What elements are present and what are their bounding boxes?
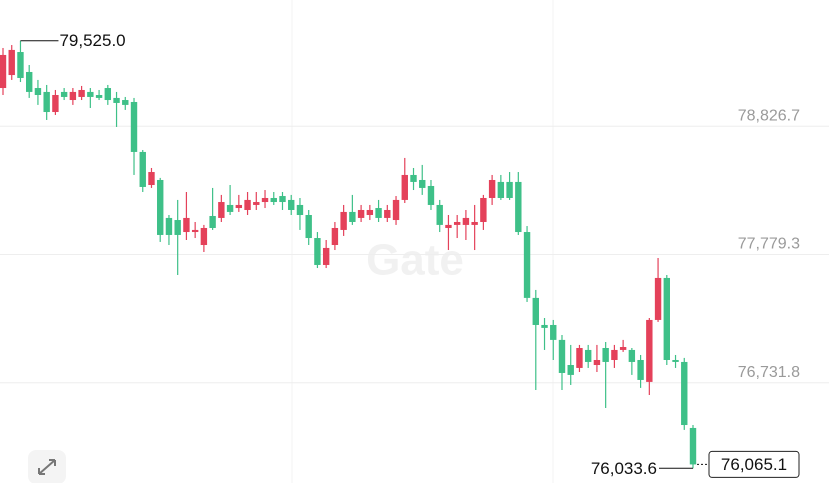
candle-body (60, 91, 68, 97)
candle-body (200, 227, 208, 246)
candle-body (331, 227, 339, 246)
candle-body (322, 247, 330, 265)
candle-body (104, 88, 112, 101)
candle-body (497, 181, 505, 198)
candle-body (305, 215, 312, 239)
candle-body (672, 359, 679, 362)
candle-body (314, 238, 321, 265)
candle-body (130, 101, 138, 152)
y-tick-label: 76,731.8 (738, 364, 800, 381)
candle-body (209, 215, 216, 228)
candle-body (628, 349, 636, 362)
candle-body (34, 88, 42, 96)
candle-body (357, 209, 365, 218)
candle-body (366, 209, 374, 216)
candle-body (253, 202, 260, 205)
candle-body (340, 211, 347, 230)
candle-body (157, 179, 164, 235)
candle-body (637, 359, 644, 380)
candle-body (349, 211, 356, 222)
candle-body (26, 71, 33, 92)
low-label: 76,033.6 (591, 459, 657, 478)
candle-body (191, 229, 199, 233)
candle-body (78, 89, 85, 97)
candle-body (654, 277, 662, 320)
candle-body (462, 217, 470, 225)
candle-body (532, 297, 539, 325)
expand-button[interactable] (28, 450, 66, 483)
high-label: 79,525.0 (59, 31, 125, 50)
candle-body (375, 208, 382, 218)
candle-body (576, 347, 583, 368)
candle-body (436, 204, 443, 225)
y-tick-label: 78,826.7 (738, 107, 800, 124)
candle-body (401, 174, 408, 200)
candle-body (646, 319, 653, 382)
candle-body (541, 324, 548, 328)
candle-body (584, 349, 592, 362)
candle-body (17, 52, 24, 78)
candle-body (506, 181, 513, 198)
candle-body (261, 197, 269, 203)
candle-body (95, 95, 103, 98)
candle-body (296, 204, 304, 216)
candle-body (488, 179, 496, 198)
candle-body (619, 347, 627, 350)
candle-body (384, 209, 391, 218)
candle-body (122, 100, 129, 105)
candle-body (419, 179, 426, 188)
candle-body (288, 199, 295, 210)
last-price-label: 76,065.1 (721, 455, 787, 474)
candle-body (218, 202, 225, 218)
candle-body (270, 197, 277, 203)
candle-body (235, 204, 243, 209)
candle-body (87, 91, 94, 97)
candle-body (139, 151, 146, 187)
y-tick-label: 77,779.3 (738, 236, 800, 253)
candle-body (471, 221, 478, 225)
expand-icon[interactable] (38, 459, 56, 475)
candle-body (410, 174, 417, 182)
candle-body (69, 91, 77, 101)
candle-body (550, 324, 557, 340)
candle-body (515, 181, 522, 233)
candle-body (174, 220, 181, 235)
last-price-box (708, 450, 800, 478)
candle-body (52, 95, 59, 113)
candle-body (480, 197, 487, 222)
candle-body (558, 339, 566, 373)
candle-body (392, 199, 400, 221)
watermark: Gate (366, 236, 464, 285)
candle-body (244, 199, 251, 210)
candle-body (279, 196, 286, 203)
candle-body (113, 97, 120, 103)
candle-body (445, 224, 452, 228)
candle-body (427, 185, 435, 205)
candle-body (523, 232, 531, 298)
candle-body (663, 277, 670, 360)
candle-body (0, 54, 7, 89)
candle-body (567, 365, 574, 375)
candle-body (453, 221, 461, 225)
candle-body (611, 349, 618, 360)
candle-body (602, 347, 609, 362)
candle-body (165, 217, 173, 235)
candle-body (43, 91, 50, 113)
candle-body (593, 359, 601, 366)
candle-body (226, 204, 234, 212)
candle-body (8, 49, 15, 76)
candle-body (689, 427, 697, 465)
candle-body (681, 361, 688, 426)
candle-body (148, 172, 155, 186)
candle-body (183, 217, 190, 233)
